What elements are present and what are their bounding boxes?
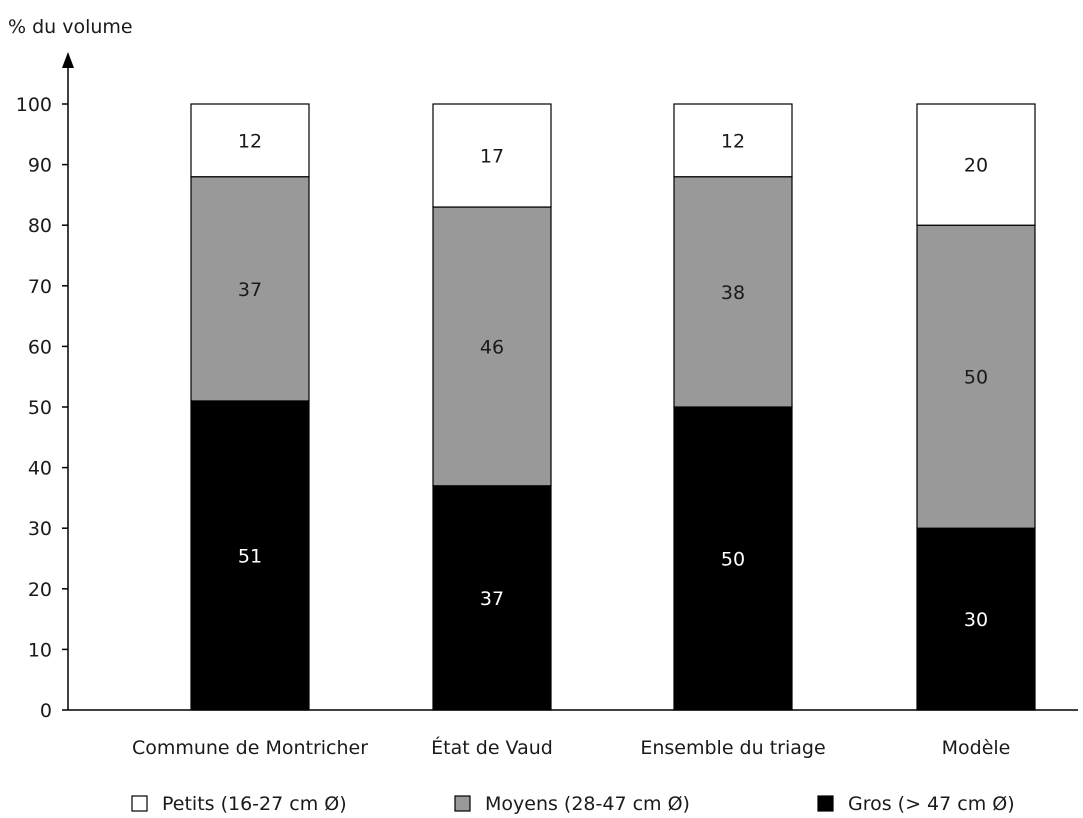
y-tick-label: 80 xyxy=(28,215,52,237)
y-tick-label: 40 xyxy=(28,458,52,480)
bar-segment xyxy=(916,527,1036,711)
x-category-label: Commune de Montricher xyxy=(132,737,368,759)
legend-label: Petits (16-27 cm Ø) xyxy=(162,793,347,815)
y-axis-arrow-icon xyxy=(62,52,74,68)
legend-swatch-icon xyxy=(817,795,834,812)
y-axis: 0 10 20 30 40 50 60 70 80 90 100 xyxy=(16,52,74,722)
data-label: 50 xyxy=(964,367,988,389)
legend-label: Gros (> 47 cm Ø) xyxy=(848,793,1015,815)
x-category-label: Modèle xyxy=(942,737,1011,759)
bar-segment xyxy=(673,103,793,178)
data-label: 51 xyxy=(238,545,262,567)
bar-segment xyxy=(673,176,793,408)
data-label: 38 xyxy=(721,282,745,304)
bar-segment xyxy=(432,206,552,487)
x-axis: Commune de Montricher État de Vaud Ensembl… xyxy=(68,709,1078,759)
data-label: 17 xyxy=(480,146,504,168)
bar-segment xyxy=(190,103,310,178)
y-tick-label: 20 xyxy=(28,579,52,601)
bar-segment xyxy=(916,103,1036,226)
bar-segment xyxy=(432,103,552,208)
data-label: 12 xyxy=(238,130,262,152)
y-tick-label: 90 xyxy=(28,155,52,177)
y-tick-label: 60 xyxy=(28,336,52,358)
y-tick-label: 50 xyxy=(28,397,52,419)
x-category-label: État de Vaud xyxy=(431,736,553,759)
y-tick-label: 70 xyxy=(28,276,52,298)
data-label: 20 xyxy=(964,155,988,177)
y-tick-label: 100 xyxy=(16,94,52,116)
data-label: 37 xyxy=(480,588,504,610)
x-category-label: Ensemble du triage xyxy=(640,737,825,759)
legend-label: Moyens (28-47 cm Ø) xyxy=(485,793,690,815)
legend-swatch-icon xyxy=(454,795,471,812)
data-label: 46 xyxy=(480,336,504,358)
bar-segment xyxy=(673,406,793,711)
data-label: 37 xyxy=(238,279,262,301)
data-label: 50 xyxy=(721,549,745,571)
bar-segment xyxy=(916,224,1036,529)
bar-segment xyxy=(190,176,310,402)
y-tick-label: 10 xyxy=(28,639,52,661)
data-label: 30 xyxy=(964,609,988,631)
y-tick-label: 30 xyxy=(28,518,52,540)
data-label: 12 xyxy=(721,130,745,152)
y-tick-label: 0 xyxy=(40,700,52,722)
bar-segment xyxy=(190,400,310,711)
y-axis-label: % du volume xyxy=(8,16,133,38)
legend: Petits (16-27 cm Ø) Moyens (28-47 cm Ø) Gr… xyxy=(131,793,1015,815)
legend-swatch-icon xyxy=(131,795,148,812)
bars: 51 37 12 37 46 17 50 38 12 30 50 20 xyxy=(190,103,1036,711)
